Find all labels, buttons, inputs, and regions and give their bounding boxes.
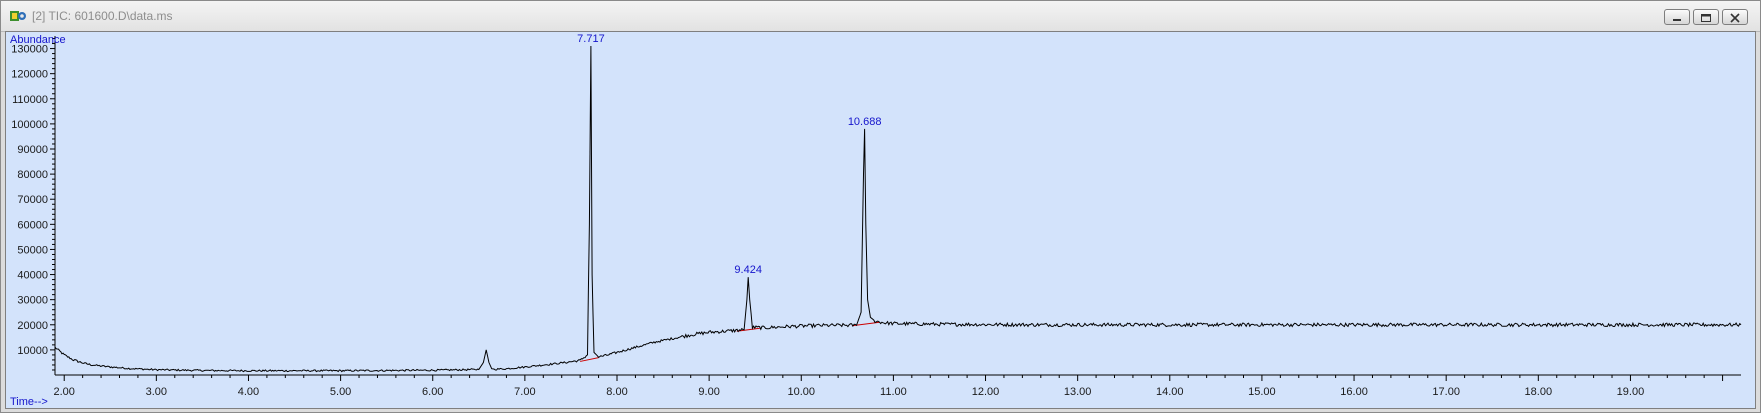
peak-retention-time-label: 9.424 bbox=[734, 264, 762, 276]
title-bar[interactable]: [2] TIC: 601600.D\data.ms bbox=[1, 1, 1760, 32]
window-title: [2] TIC: 601600.D\data.ms bbox=[32, 9, 173, 23]
x-tick-label: 14.00 bbox=[1156, 386, 1184, 398]
tic-trace-line bbox=[54, 45, 1742, 373]
y-tick-label: 100000 bbox=[11, 119, 48, 131]
chromatogram-plot-area[interactable]: 10000 20000 30000 40000 50000 60000 70000 80000… bbox=[5, 31, 1756, 409]
x-tick-label: 17.00 bbox=[1432, 386, 1460, 398]
peak-retention-time-label: 10.688 bbox=[848, 116, 882, 128]
y-tick-label: 40000 bbox=[17, 270, 48, 282]
x-tick-label: 3.00 bbox=[146, 386, 167, 398]
chromatogram-chart: 10000 20000 30000 40000 50000 60000 70000 80000… bbox=[10, 33, 1742, 408]
x-axis-label: Time--> bbox=[10, 396, 48, 408]
y-tick-label: 50000 bbox=[17, 244, 48, 256]
x-tick-label: 6.00 bbox=[422, 386, 443, 398]
peak-labels-group: 7.717 9.424 10.688 bbox=[577, 33, 881, 276]
x-tick-label: 8.00 bbox=[606, 386, 627, 398]
y-axis-label: Abundance bbox=[10, 34, 66, 46]
y-tick-label: 90000 bbox=[17, 144, 48, 156]
x-ticks-group: 2.00 3.00 4.00 5.00 6.00 7.00 8.00 9.00 10.00 11.… bbox=[54, 375, 1724, 398]
minimize-button[interactable] bbox=[1664, 9, 1690, 25]
close-button[interactable] bbox=[1722, 9, 1748, 25]
y-tick-label: 10000 bbox=[17, 345, 48, 357]
x-tick-label: 16.00 bbox=[1340, 386, 1368, 398]
x-tick-label: 19.00 bbox=[1617, 386, 1645, 398]
y-tick-label: 80000 bbox=[17, 169, 48, 181]
y-tick-label: 20000 bbox=[17, 320, 48, 332]
minimize-icon bbox=[1673, 19, 1681, 21]
peak-retention-time-label: 7.717 bbox=[577, 33, 605, 45]
y-tick-label: 130000 bbox=[11, 44, 48, 56]
integration-baseline-marker bbox=[580, 357, 599, 362]
x-tick-label: 7.00 bbox=[514, 386, 535, 398]
x-tick-label: 10.00 bbox=[787, 386, 815, 398]
x-tick-label: 5.00 bbox=[330, 386, 351, 398]
x-tick-label: 11.00 bbox=[880, 386, 907, 398]
y-tick-label: 60000 bbox=[17, 219, 48, 231]
chemstation-app-icon bbox=[10, 11, 26, 21]
x-tick-label: 12.00 bbox=[972, 386, 1000, 398]
y-tick-label: 30000 bbox=[17, 295, 48, 307]
y-ticks-group: 10000 20000 30000 40000 50000 60000 70000 80000… bbox=[11, 38, 55, 371]
y-tick-label: 70000 bbox=[17, 194, 48, 206]
baseline-markers-group bbox=[580, 321, 880, 362]
x-tick-label: 9.00 bbox=[698, 386, 719, 398]
x-tick-label: 2.00 bbox=[54, 386, 75, 398]
x-tick-label: 13.00 bbox=[1064, 386, 1092, 398]
y-tick-label: 120000 bbox=[11, 69, 48, 81]
x-tick-label: 15.00 bbox=[1248, 386, 1276, 398]
restore-button[interactable] bbox=[1693, 9, 1719, 25]
axes-group bbox=[54, 36, 1741, 376]
y-tick-label: 110000 bbox=[12, 94, 48, 106]
x-tick-label: 18.00 bbox=[1525, 386, 1553, 398]
x-tick-label: 4.00 bbox=[238, 386, 259, 398]
close-icon bbox=[1730, 13, 1740, 23]
restore-icon bbox=[1701, 14, 1711, 22]
